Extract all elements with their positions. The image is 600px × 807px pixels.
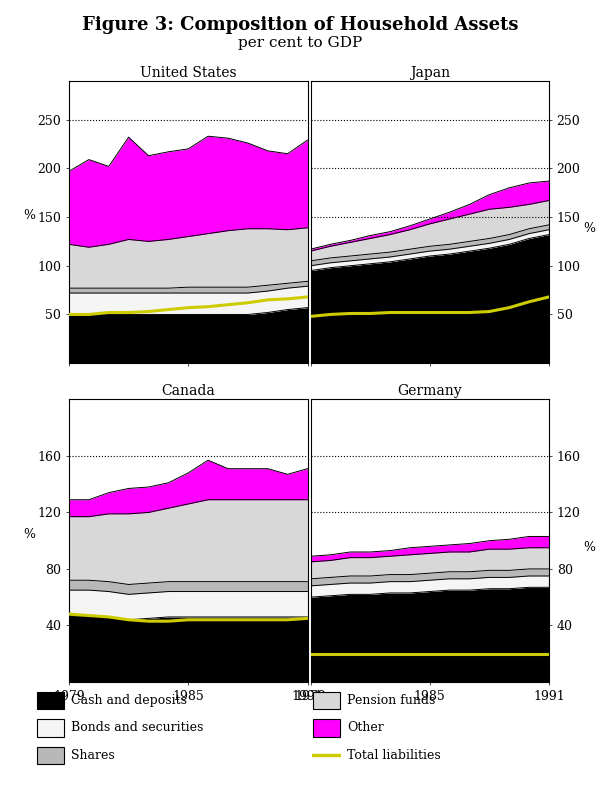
Text: Shares: Shares: [71, 749, 115, 762]
FancyBboxPatch shape: [313, 719, 340, 737]
Text: Total liabilities: Total liabilities: [347, 749, 440, 762]
Text: Bonds and securities: Bonds and securities: [71, 721, 203, 734]
Y-axis label: %: %: [583, 541, 595, 554]
Title: Germany: Germany: [397, 384, 462, 399]
Y-axis label: %: %: [23, 209, 35, 222]
FancyBboxPatch shape: [37, 719, 64, 737]
Y-axis label: %: %: [583, 222, 595, 235]
FancyBboxPatch shape: [37, 692, 64, 709]
Title: United States: United States: [140, 65, 236, 80]
Text: per cent to GDP: per cent to GDP: [238, 36, 362, 50]
Text: Other: Other: [347, 721, 383, 734]
Text: Figure 3: Composition of Household Assets: Figure 3: Composition of Household Asset…: [82, 16, 518, 34]
FancyBboxPatch shape: [313, 692, 340, 709]
Title: Canada: Canada: [161, 384, 215, 399]
FancyBboxPatch shape: [37, 746, 64, 764]
Title: Japan: Japan: [410, 65, 450, 80]
Y-axis label: %: %: [23, 528, 35, 541]
Text: Pension funds: Pension funds: [347, 694, 435, 707]
Text: Cash and deposits: Cash and deposits: [71, 694, 187, 707]
